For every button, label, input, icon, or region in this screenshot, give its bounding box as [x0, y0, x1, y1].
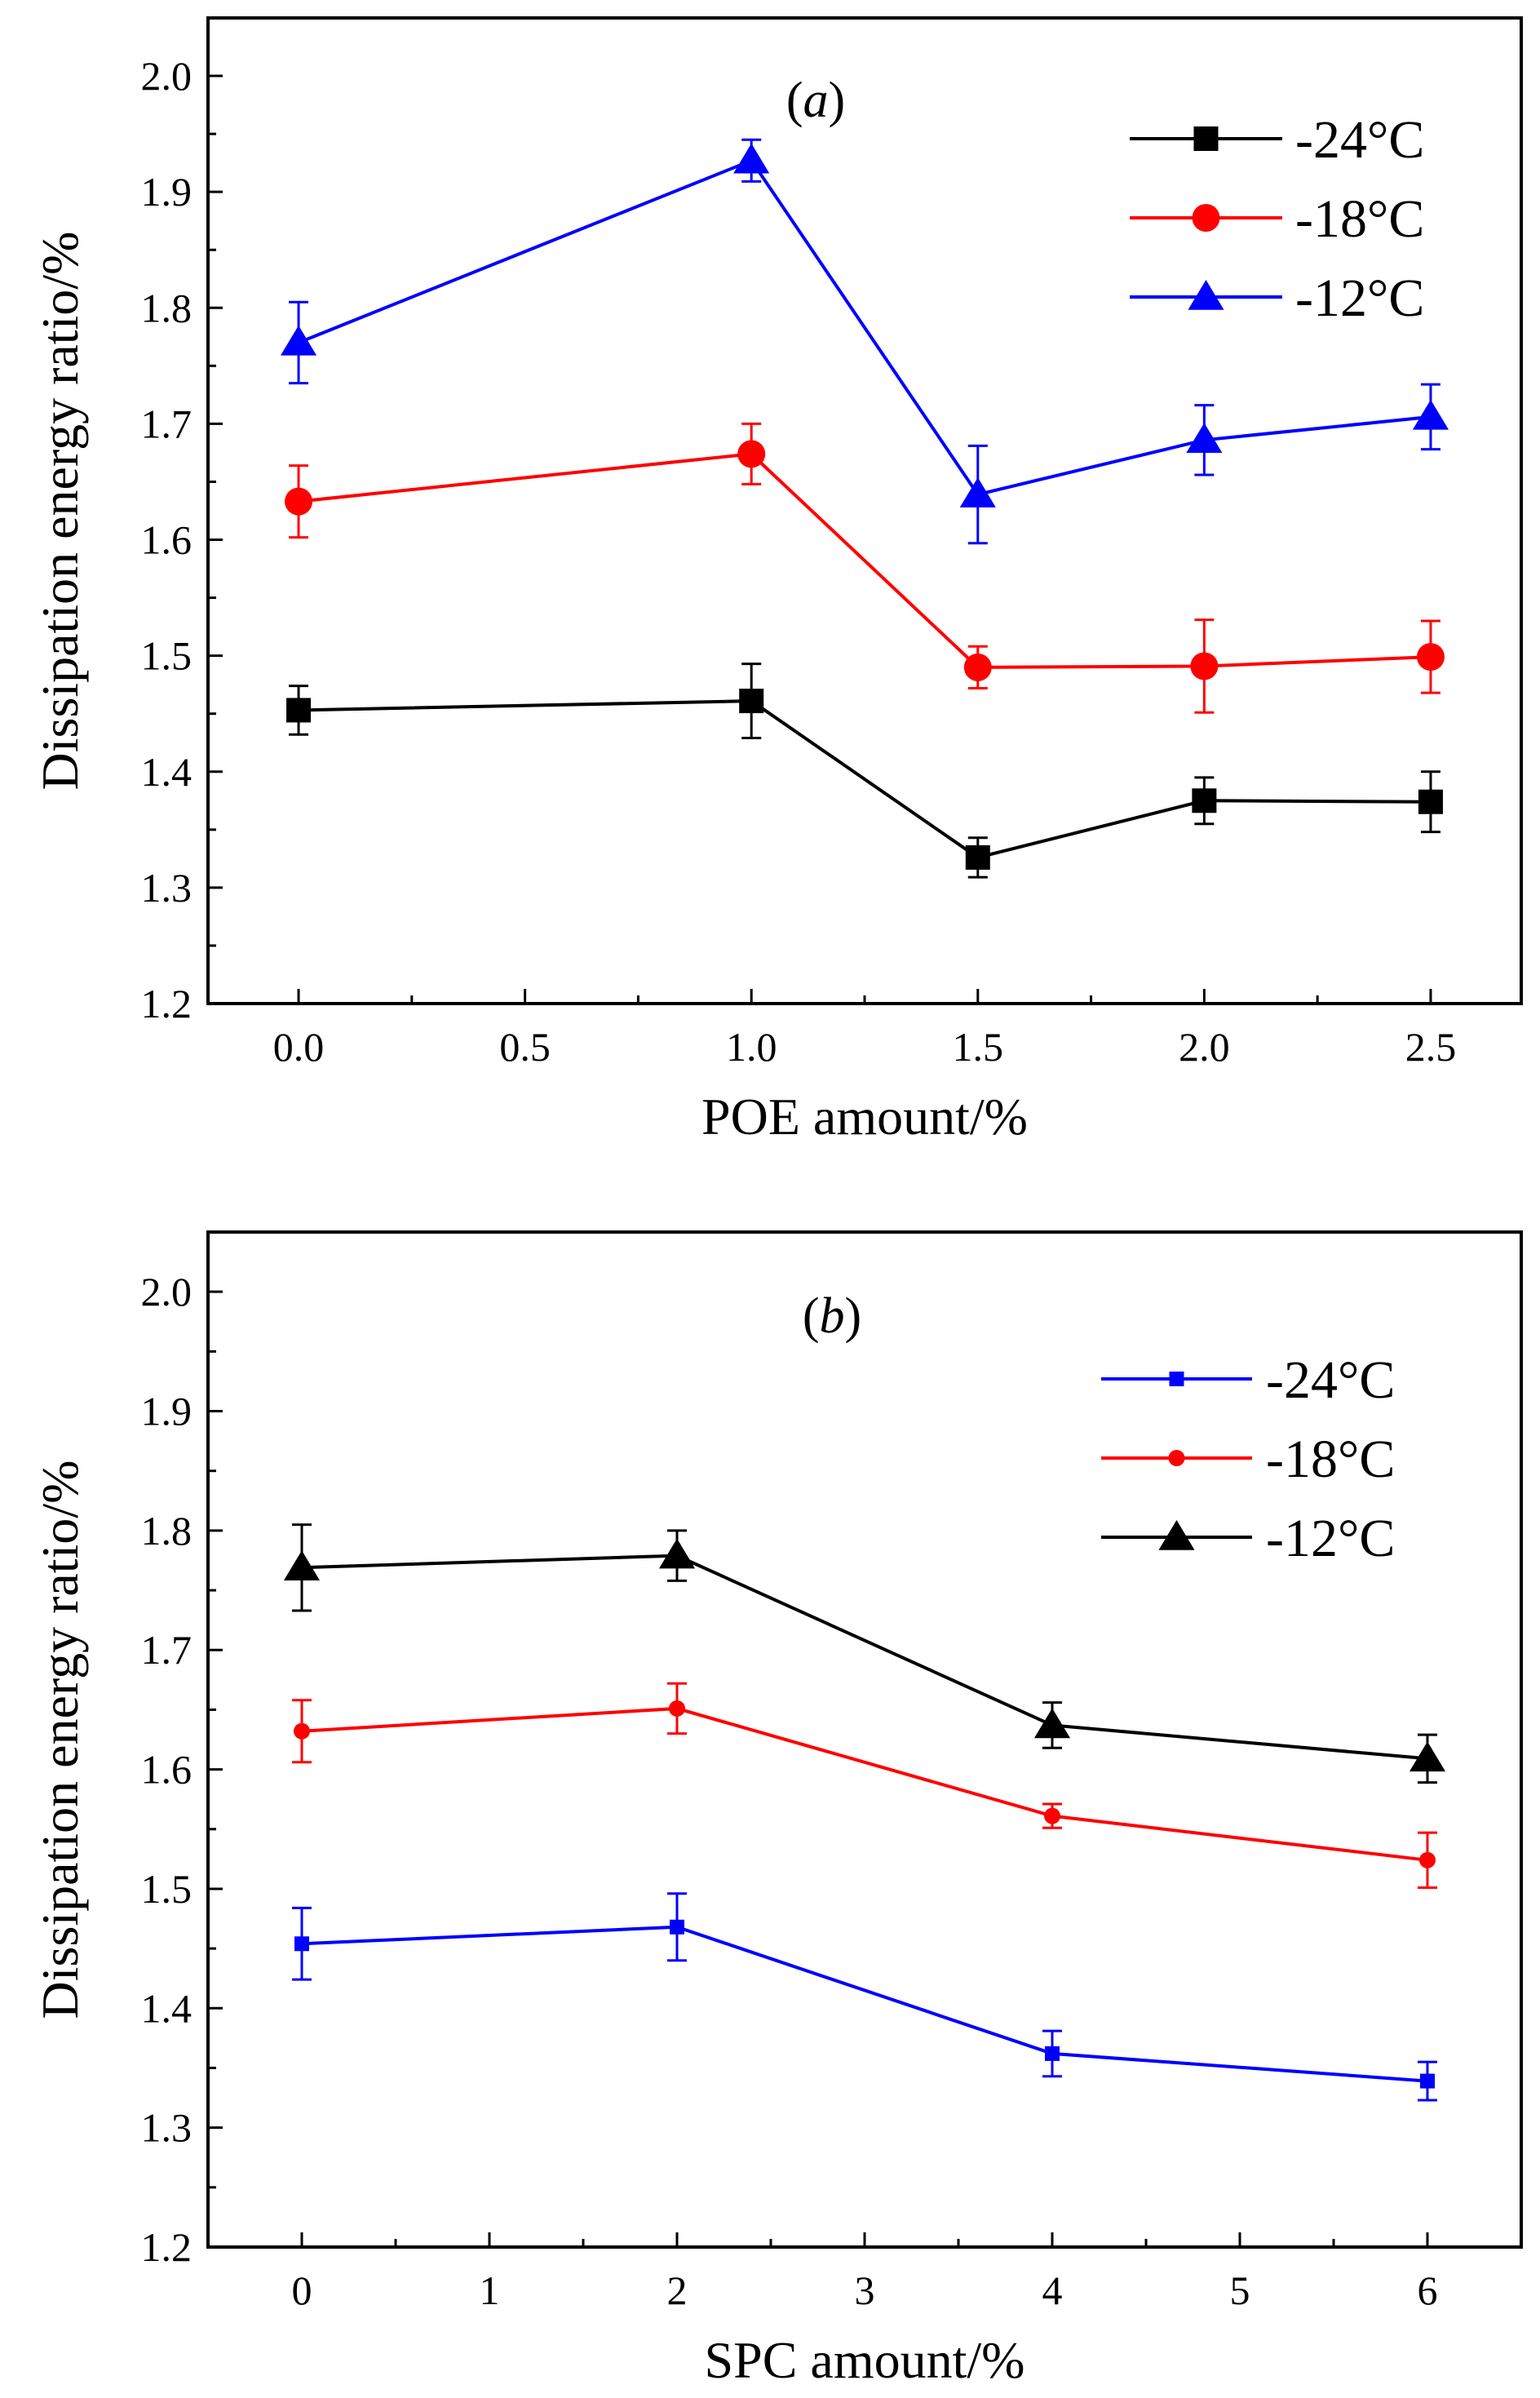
- data-point: [1416, 643, 1445, 672]
- chart-panel-a: 1.2 1.3 1.4 1.5 1.6 1.7 1.8 1.9 2.0 0.0 0.5 1.0 1.5 2…: [31, 16, 1523, 1146]
- data-point: [669, 1700, 685, 1717]
- legend-marker: [1192, 204, 1220, 232]
- x-axis-label: SPC amount/%: [705, 2331, 1025, 2389]
- data-point: [294, 1936, 309, 1952]
- legend-label: -18°C: [1295, 189, 1424, 249]
- data-point: [1412, 399, 1449, 430]
- data-point: [1186, 423, 1223, 454]
- y-tick-label: 1.3: [141, 865, 192, 911]
- data-point: [286, 698, 312, 723]
- series-2: -12°C: [280, 138, 1449, 545]
- legend-marker: [1193, 126, 1219, 151]
- x-axis-label: POE amount/%: [701, 1088, 1028, 1146]
- data-point: [285, 487, 313, 516]
- series-1: -18°C: [285, 189, 1445, 714]
- y-tick-label: 1.8: [141, 285, 192, 330]
- y-tick-label: 1.3: [141, 2105, 192, 2151]
- data-point: [959, 477, 996, 508]
- x-tick-label: 1: [480, 2267, 500, 2313]
- legend-label: -18°C: [1266, 1429, 1395, 1489]
- x-tick-label: 2.5: [1405, 1024, 1457, 1070]
- x-tick-label: 1.5: [953, 1024, 1004, 1070]
- x-tick-label: 2.0: [1179, 1024, 1230, 1070]
- panel-label: (b): [803, 1288, 861, 1344]
- legend-marker: [1158, 1520, 1195, 1550]
- y-tick-label: 1.2: [141, 2224, 192, 2270]
- data-point: [733, 143, 770, 174]
- x-tick-label: 3: [855, 2267, 875, 2313]
- y-tick-label: 1.5: [141, 1866, 192, 1912]
- legend-marker: [1188, 280, 1224, 310]
- x-tick-label: 0.5: [499, 1024, 551, 1070]
- data-point: [963, 653, 992, 681]
- series-0: -24°C: [286, 110, 1443, 879]
- series-1: -18°C: [292, 1429, 1437, 1889]
- y-tick-label: 1.9: [141, 169, 192, 215]
- x-tick-label: 2: [667, 2267, 688, 2313]
- y-tick-label: 1.9: [141, 1389, 192, 1434]
- chart-panel-b: 1.2 1.3 1.4 1.5 1.6 1.7 1.8 1.9 2.0 0 1 2 3 4 5 6 SPC am…: [31, 1230, 1523, 2389]
- y-tick-label: 1.4: [141, 1985, 192, 2031]
- y-tick-label: 2.0: [141, 1269, 192, 1314]
- y-tick-label: 1.5: [141, 633, 192, 679]
- y-tick-label: 1.7: [141, 401, 192, 446]
- x-tick-label: 0.0: [273, 1024, 325, 1070]
- y-tick-label: 1.4: [141, 749, 192, 795]
- panel-label: (a): [786, 73, 845, 128]
- x-tick-label: 6: [1418, 2267, 1438, 2313]
- data-point: [294, 1722, 310, 1740]
- data-point: [658, 1538, 696, 1569]
- series-line: [298, 158, 1432, 497]
- x-tick-label: 4: [1042, 2267, 1063, 2313]
- data-point: [1033, 1708, 1071, 1739]
- data-point: [739, 689, 764, 714]
- series-line: [301, 1554, 1428, 1761]
- x-tick-label: 1.0: [726, 1024, 777, 1070]
- data-point: [737, 440, 766, 468]
- legend-label: -12°C: [1295, 268, 1424, 328]
- data-point: [670, 1919, 684, 1935]
- series-2: -12°C: [283, 1509, 1446, 1784]
- data-point: [1418, 789, 1443, 814]
- legend-label: -24°C: [1266, 1350, 1395, 1410]
- data-point: [1044, 1807, 1060, 1824]
- data-point: [1192, 788, 1217, 813]
- data-point: [1190, 652, 1219, 680]
- x-tick-label: 0: [292, 2267, 312, 2313]
- y-tick-label: 1.7: [141, 1627, 192, 1673]
- series-0: -24°C: [292, 1350, 1437, 2102]
- legend-label: -24°C: [1295, 110, 1424, 170]
- series-line: [301, 1706, 1428, 1862]
- data-point: [283, 1550, 321, 1581]
- y-tick-label: 1.2: [141, 981, 192, 1026]
- series-line: [298, 452, 1432, 669]
- y-tick-label: 1.8: [141, 1508, 192, 1554]
- y-tick-label: 2.0: [141, 53, 192, 99]
- y-axis-label: Dissipation energy ratio/%: [31, 232, 89, 791]
- y-axis-label: Dissipation energy ratio/%: [31, 1461, 89, 2019]
- data-point: [1045, 2046, 1060, 2061]
- legend-label: -12°C: [1266, 1509, 1395, 1568]
- y-tick-label: 1.6: [141, 1747, 192, 1793]
- legend-marker: [1169, 1372, 1184, 1386]
- data-point: [1409, 1741, 1446, 1772]
- legend-marker: [1168, 1450, 1185, 1466]
- data-point: [1420, 2073, 1435, 2089]
- y-tick-label: 1.6: [141, 517, 192, 563]
- series-line: [298, 699, 1431, 860]
- x-tick-label: 5: [1230, 2267, 1250, 2313]
- data-point: [280, 325, 317, 356]
- series-line: [301, 1925, 1428, 2083]
- data-point: [965, 844, 990, 870]
- data-point: [1419, 1851, 1436, 1868]
